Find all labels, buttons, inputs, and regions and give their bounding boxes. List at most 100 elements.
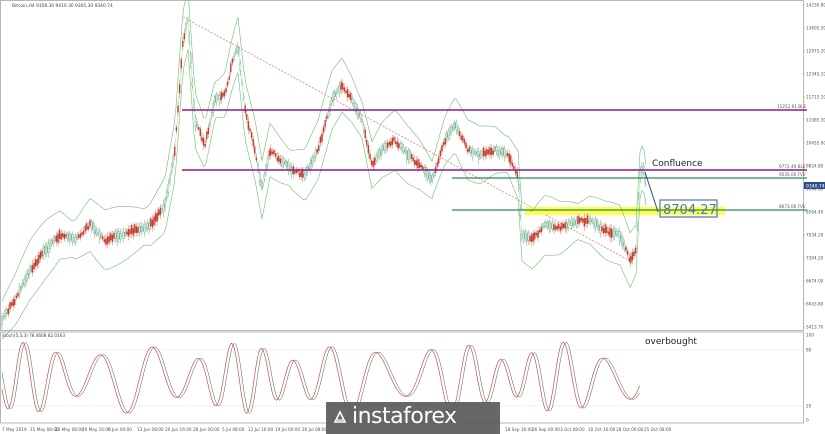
candle xyxy=(255,157,258,161)
candle xyxy=(510,155,512,165)
candle xyxy=(262,183,264,187)
candle xyxy=(180,59,182,69)
candle xyxy=(111,234,114,242)
candle xyxy=(558,223,560,229)
candle xyxy=(398,143,400,149)
candle xyxy=(62,233,64,238)
candle xyxy=(586,215,589,224)
candle xyxy=(583,218,586,227)
candle xyxy=(28,268,30,276)
candle xyxy=(15,295,18,299)
candle xyxy=(418,162,421,168)
candle xyxy=(607,231,610,235)
candle xyxy=(548,221,550,230)
lower-band xyxy=(1,49,647,340)
candle xyxy=(7,308,10,315)
candle xyxy=(438,157,440,164)
candle xyxy=(57,233,59,243)
candle xyxy=(164,198,166,207)
candle xyxy=(12,299,14,307)
candle xyxy=(198,127,200,130)
candle xyxy=(337,87,339,92)
candle xyxy=(364,129,366,139)
candle xyxy=(121,233,123,237)
price-tick-label: 8564.40 xyxy=(806,210,824,215)
candle xyxy=(92,222,94,231)
time-tick-label: 20 Jun 16:00 xyxy=(165,427,192,432)
candle xyxy=(343,87,346,92)
candle xyxy=(190,54,192,64)
candle xyxy=(276,157,278,161)
stochastic-oscillator xyxy=(1,341,640,415)
candle xyxy=(4,310,6,317)
candle xyxy=(209,121,211,126)
candle xyxy=(6,308,8,314)
candle xyxy=(393,136,395,141)
candle xyxy=(274,153,277,157)
candle xyxy=(388,141,390,145)
candle xyxy=(391,137,394,145)
candle xyxy=(537,230,539,238)
candle xyxy=(220,91,222,101)
osc-header: Stoch(5,3,3) 78.4608 82.0163 xyxy=(2,333,65,338)
time-tick-label: 18 Oct 00:00 xyxy=(616,427,644,432)
candle xyxy=(313,155,315,161)
candle xyxy=(215,94,218,103)
price-box xyxy=(659,199,718,218)
candle xyxy=(151,219,154,228)
osc-tick-label: 0 xyxy=(806,418,809,423)
candle xyxy=(626,251,629,255)
candle xyxy=(183,33,186,40)
candle xyxy=(346,89,349,98)
candle xyxy=(358,110,360,117)
candle xyxy=(577,215,579,225)
candle xyxy=(97,232,99,235)
candle xyxy=(566,223,568,231)
candle xyxy=(214,96,216,103)
candle xyxy=(447,130,450,138)
candle xyxy=(425,167,427,177)
time-tick-label: 3 Oct 08:00 xyxy=(560,427,585,432)
candle xyxy=(324,120,326,127)
candle xyxy=(36,259,38,266)
candle xyxy=(137,226,139,233)
candle xyxy=(298,172,301,177)
candle xyxy=(265,165,267,173)
candle xyxy=(439,150,442,157)
candle xyxy=(590,218,592,223)
candle xyxy=(230,63,232,73)
candle xyxy=(503,148,506,157)
candle xyxy=(367,145,370,154)
candle xyxy=(543,222,546,227)
candle xyxy=(599,224,602,234)
candles xyxy=(1,16,646,330)
candle xyxy=(238,47,240,54)
candle xyxy=(479,153,482,158)
candle xyxy=(281,158,283,167)
candle xyxy=(404,150,406,153)
candle xyxy=(506,152,509,157)
price-tick-label: 7934.20 xyxy=(806,233,824,238)
candle xyxy=(561,222,563,230)
candle xyxy=(481,151,483,156)
time-tick-label: 5 Jul 08:00 xyxy=(222,427,245,432)
candle xyxy=(534,232,536,240)
price-tick-label: 5413.70 xyxy=(806,325,824,330)
candle xyxy=(116,232,118,242)
candle xyxy=(174,146,176,156)
candle xyxy=(305,167,307,176)
candle xyxy=(612,229,614,237)
yellow-zone xyxy=(525,207,725,215)
candle xyxy=(553,224,555,231)
candle xyxy=(204,143,206,147)
candle xyxy=(138,226,141,233)
candle xyxy=(538,229,541,233)
candle xyxy=(130,225,133,234)
candle xyxy=(282,157,285,165)
candle xyxy=(161,208,163,212)
candle xyxy=(366,140,368,146)
candle xyxy=(284,161,286,164)
candle xyxy=(580,217,582,221)
candle xyxy=(234,50,237,54)
candle xyxy=(170,165,173,172)
